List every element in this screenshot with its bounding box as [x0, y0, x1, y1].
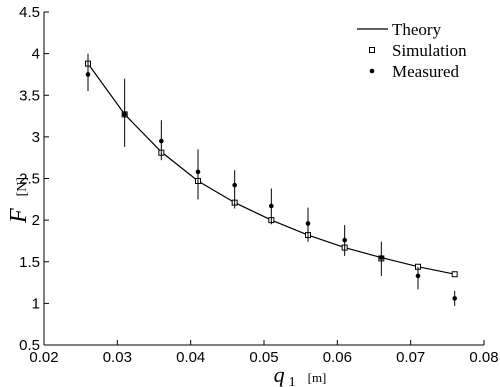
x-axis-subscript: 1 [289, 375, 296, 387]
x-tick-label: 0.06 [323, 349, 352, 366]
legend-measured-label: Measured [392, 62, 460, 81]
measured-point [159, 138, 164, 144]
y-tick-label: 0.5 [19, 337, 40, 354]
y-tick-label: 4 [32, 46, 40, 63]
x-tick-label: 0.04 [176, 349, 205, 366]
legend-simulation-marker [369, 47, 375, 53]
x-tick-label: 0.05 [249, 349, 278, 366]
y-tick-label: 1.5 [19, 254, 40, 271]
measured-point [342, 237, 347, 243]
legend-simulation-label: Simulation [392, 41, 467, 60]
y-tick-label: 1 [32, 295, 40, 312]
y-axis-label: F [N] [6, 177, 32, 224]
measured-point [195, 169, 201, 175]
y-tick-label: 2.5 [19, 171, 40, 188]
series-measured [85, 53, 457, 306]
series-theory [87, 63, 455, 275]
theory-line [87, 63, 455, 275]
measured-point [379, 255, 384, 260]
y-tick-label: 2 [32, 212, 40, 229]
legend-measured-marker [369, 68, 375, 74]
x-axis-unit: [m] [308, 370, 327, 385]
ticks: 0.02 0.03 0.04 0.05 0.06 0.07 0.08 0.5 1 1.5 2 2.5 3… [19, 4, 498, 366]
legend: Theory Simulation Measured [357, 20, 467, 81]
measured-point [122, 112, 127, 117]
y-axis-variable: F [6, 208, 32, 224]
y-tick-label: 4.5 [19, 4, 40, 21]
measured-point [269, 203, 274, 209]
x-tick-label: 0.08 [469, 349, 498, 366]
legend-theory-label: Theory [392, 20, 442, 39]
simulation-point [451, 271, 458, 278]
x-axis-label: q 1 [m] [274, 362, 327, 387]
measured-point [415, 273, 421, 279]
series-simulation [85, 60, 458, 278]
y-tick-label: 3 [32, 129, 40, 146]
x-tick-label: 0.07 [396, 349, 425, 366]
x-axis-variable: q [274, 362, 285, 387]
x-tick-label: 0.03 [103, 349, 132, 366]
measured-point [232, 182, 237, 188]
measured-point [305, 221, 311, 226]
x-tick-label: 0.02 [29, 349, 58, 366]
measured-point [85, 72, 91, 77]
y-tick-label: 3.5 [19, 87, 40, 104]
measured-point [452, 296, 457, 301]
y-axis-unit: [N] [15, 177, 30, 196]
